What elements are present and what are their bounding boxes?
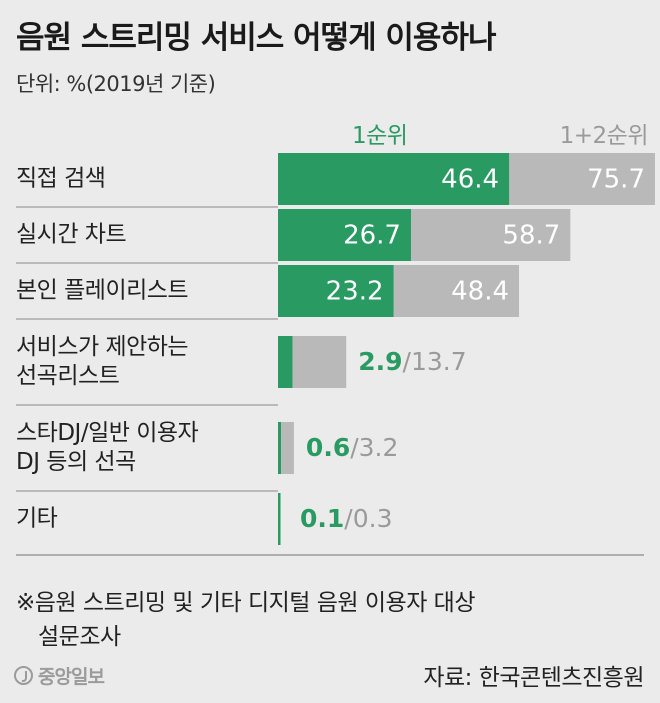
- legend-total: 1+2순위: [559, 123, 649, 149]
- value-label-separator-4: /: [350, 433, 359, 462]
- value-label-pair-5: 0.1/0.3: [300, 504, 393, 533]
- bar-primary-0: [278, 153, 510, 205]
- value-label-pair-4: 0.6/3.2: [306, 433, 399, 462]
- category-label-3-0: 서비스가 제안하는: [16, 334, 188, 360]
- value-label-pair-3: 2.9/13.7: [358, 347, 466, 376]
- value-label-total-5: 0.3: [353, 504, 393, 533]
- source-label: 자료: 한국콘텐츠진흥원: [423, 665, 644, 691]
- category-label-0-0: 직접 검색: [16, 166, 105, 192]
- bar-primary-4: [278, 422, 281, 474]
- bar-primary-1: [278, 209, 411, 261]
- legend-primary: 1순위: [352, 123, 408, 149]
- bar-primary-2: [278, 265, 394, 317]
- value-label-primary-0: 46.4: [441, 165, 499, 195]
- note-line-1: ※음원 스트리밍 및 기타 디지털 음원 이용자 대상: [16, 590, 476, 616]
- category-label-3-1: 선곡리스트: [16, 363, 119, 389]
- value-label-primary-3: 2.9: [358, 347, 402, 376]
- value-label-total-2: 48.4: [451, 277, 509, 307]
- unit-label: 단위: %(2019년 기준): [16, 72, 216, 96]
- value-label-total-1: 58.7: [502, 221, 560, 251]
- value-label-total-3: 13.7: [411, 347, 467, 376]
- category-label-4-1: DJ 등의 선곡: [16, 449, 136, 475]
- category-label-1-0: 실시간 차트: [16, 222, 126, 248]
- bar-primary-3: [278, 336, 293, 388]
- value-label-total-4: 3.2: [359, 433, 399, 462]
- bar-primary-5: [278, 493, 281, 545]
- value-label-total-0: 75.7: [587, 165, 645, 195]
- value-label-primary-2: 23.2: [326, 277, 384, 307]
- value-label-separator-3: /: [403, 347, 412, 376]
- bar-total-4: [278, 422, 294, 474]
- publisher-logo: 중앙일보: [14, 662, 105, 689]
- value-label-primary-4: 0.6: [306, 433, 350, 462]
- category-label-4-0: 스타DJ/일반 이용자: [16, 420, 199, 446]
- category-label-5-0: 기타: [16, 506, 58, 532]
- logo-text: 중앙일보: [38, 666, 105, 688]
- value-label-separator-5: /: [344, 504, 353, 533]
- chart-title: 음원 스트리밍 서비스 어떻게 이용하나: [16, 20, 496, 56]
- value-label-primary-5: 0.1: [300, 504, 344, 533]
- survey-note: ※음원 스트리밍 및 기타 디지털 음원 이용자 대상 설문조사: [16, 586, 476, 654]
- note-line-2: 설문조사: [38, 624, 121, 650]
- logo-mark-icon: [14, 666, 33, 685]
- category-label-2-0: 본인 플레이리스트: [16, 278, 188, 304]
- value-label-primary-1: 26.7: [343, 221, 401, 251]
